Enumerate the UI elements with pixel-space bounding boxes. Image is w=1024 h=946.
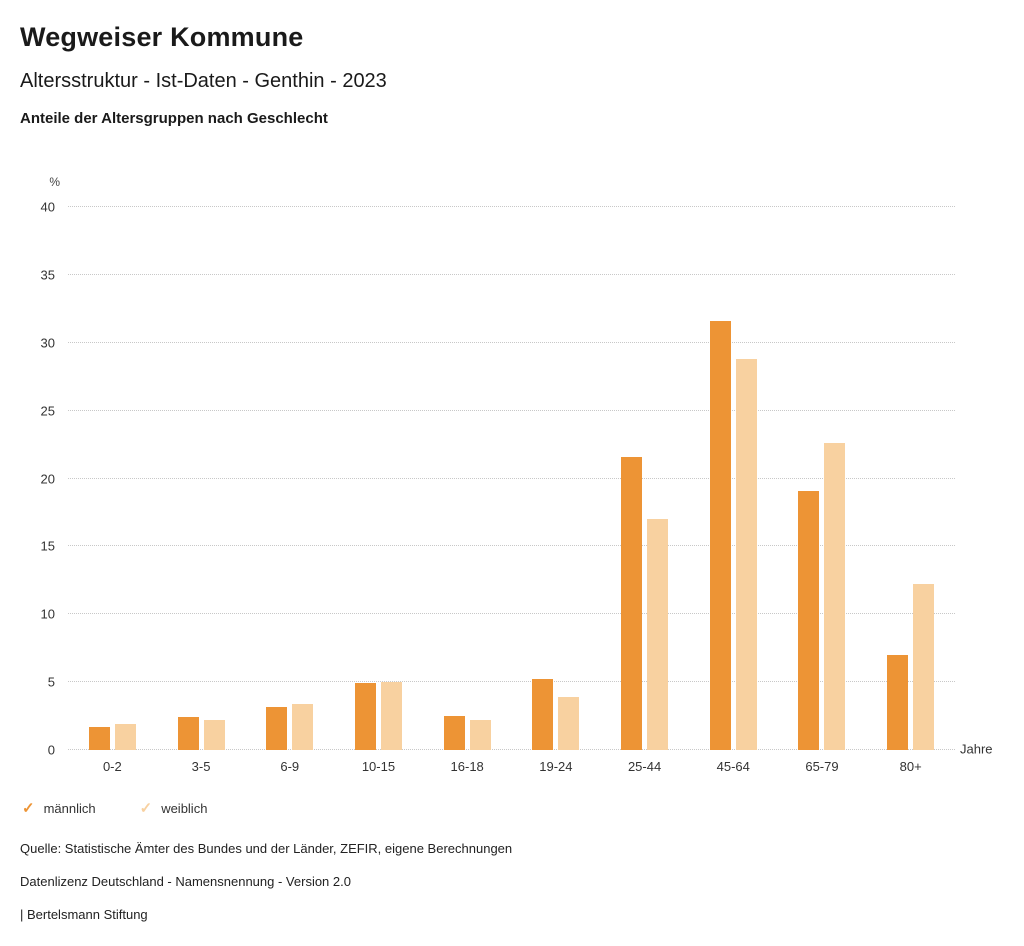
- y-tick-label-15: 15: [40, 538, 55, 554]
- bar-group-19-24: [512, 207, 601, 750]
- bar-groups: [68, 207, 955, 750]
- gridline-0: [68, 749, 955, 750]
- y-tick-label-20: 20: [40, 471, 55, 486]
- bar-weiblich-25-44[interactable]: [647, 519, 669, 750]
- gridline-15: [68, 545, 955, 547]
- x-axis: 0-2 3-5 6-9 10-15 16-18 19-24 25-44 45-64 65-79 8…: [20, 759, 1004, 774]
- x-tick-label-16-18: 16-18: [450, 759, 484, 774]
- legend-label: weiblich: [161, 801, 208, 816]
- gridline-10: [68, 613, 955, 615]
- chart-body: 0 5 10 15 20 25 30 35 40 Jahre: [20, 200, 1004, 758]
- y-tick-label-40: 40: [40, 199, 55, 215]
- bar-group-80+: [866, 207, 955, 750]
- bar-maennlich-25-44[interactable]: [621, 456, 643, 750]
- x-tick-label-6-9: 6-9: [280, 759, 300, 774]
- bar-maennlich-45-64[interactable]: [709, 321, 731, 750]
- bar-weiblich-19-24[interactable]: [558, 697, 580, 750]
- y-tick-label-0: 0: [47, 742, 55, 758]
- gridline-25: [68, 409, 955, 411]
- bar-maennlich-80+[interactable]: [887, 654, 909, 750]
- bar-weiblich-10-15[interactable]: [380, 682, 402, 750]
- bar-weiblich-16-18[interactable]: [469, 720, 491, 750]
- bar-group-0-2: [68, 207, 157, 750]
- legend: ✓ männlich ✓ weiblich: [22, 801, 1004, 816]
- check-icon: ✓: [22, 800, 35, 817]
- source-note: Quelle: Statistische Ämter des Bundes un…: [20, 841, 513, 856]
- bar-group-45-64: [689, 207, 778, 750]
- x-tick-label-19-24: 19-24: [539, 759, 573, 774]
- legend-item-weiblich[interactable]: ✓ weiblich: [140, 801, 208, 816]
- gridline-30: [68, 341, 955, 343]
- gridline-20: [68, 477, 955, 479]
- bar-group-10-15: [334, 207, 423, 750]
- bar-weiblich-6-9[interactable]: [292, 703, 314, 750]
- y-tick-label-35: 35: [40, 267, 55, 283]
- bar-maennlich-3-5[interactable]: [177, 717, 199, 750]
- chart-subtitle: Altersstruktur - Ist-Daten - Genthin - 2…: [20, 70, 387, 92]
- attribution-note: | Bertelsmann Stiftung: [20, 907, 148, 922]
- y-tick-label-25: 25: [40, 403, 55, 419]
- y-tick-label-30: 30: [40, 335, 55, 351]
- gridline-40: [68, 206, 955, 207]
- legend-label: männlich: [43, 801, 96, 816]
- x-axis-spacer-right: [955, 759, 1004, 774]
- bar-group-6-9: [245, 207, 334, 750]
- bar-chart: % 0 5 10 15 20 25 30 35 40 Jahre 0-2 3-5 6-9 10-15 1…: [20, 175, 1004, 774]
- plot-area: [68, 206, 955, 750]
- y-tick-label-5: 5: [47, 674, 55, 690]
- page: Wegweiser Kommune Altersstruktur - Ist-D…: [20, 22, 1004, 922]
- bar-weiblich-45-64[interactable]: [735, 359, 757, 750]
- x-axis-spacer-left: [20, 759, 68, 774]
- bar-maennlich-16-18[interactable]: [443, 716, 465, 750]
- bar-weiblich-3-5[interactable]: [203, 720, 225, 750]
- x-tick-label-3-5: 3-5: [191, 759, 211, 774]
- x-tick-label-80+: 80+: [899, 759, 922, 774]
- bar-weiblich-80+[interactable]: [913, 584, 935, 750]
- bar-group-65-79: [778, 207, 867, 750]
- y-axis: 0 5 10 15 20 25 30 35 40: [20, 200, 68, 758]
- bar-weiblich-65-79[interactable]: [824, 443, 846, 750]
- y-axis-unit-label: %: [49, 175, 60, 189]
- bar-maennlich-19-24[interactable]: [532, 679, 554, 750]
- x-tick-label-65-79: 65-79: [805, 759, 839, 774]
- x-axis-unit-label: Jahre: [960, 741, 993, 757]
- bar-group-16-18: [423, 207, 512, 750]
- legend-item-maennlich[interactable]: ✓ männlich: [22, 801, 96, 816]
- gridline-35: [68, 273, 955, 275]
- license-note: Datenlizenz Deutschland - Namensnennung …: [20, 874, 351, 889]
- check-icon: ✓: [139, 800, 153, 817]
- bar-maennlich-6-9[interactable]: [266, 706, 288, 750]
- x-axis-unit: Jahre: [955, 207, 1004, 756]
- bar-maennlich-10-15[interactable]: [354, 683, 376, 750]
- bar-weiblich-0-2[interactable]: [114, 724, 136, 750]
- x-tick-label-0-2: 0-2: [102, 759, 122, 774]
- x-tick-label-25-44: 25-44: [627, 759, 662, 774]
- y-tick-label-10: 10: [40, 606, 55, 622]
- x-tick-label-45-64: 45-64: [716, 759, 750, 774]
- footer: Quelle: Statistische Ämter des Bundes un…: [20, 841, 1004, 922]
- page-title: Wegweiser Kommune: [20, 22, 304, 52]
- bar-maennlich-0-2[interactable]: [88, 726, 110, 750]
- bar-group-25-44: [600, 207, 689, 750]
- x-tick-label-10-15: 10-15: [361, 759, 396, 774]
- chart-description: Anteile der Altersgruppen nach Geschlech…: [20, 110, 328, 127]
- bar-maennlich-65-79[interactable]: [798, 490, 820, 750]
- bar-group-3-5: [157, 207, 246, 750]
- gridline-5: [68, 681, 955, 683]
- x-axis-labels: 0-2 3-5 6-9 10-15 16-18 19-24 25-44 45-64 65-79 8…: [68, 759, 955, 774]
